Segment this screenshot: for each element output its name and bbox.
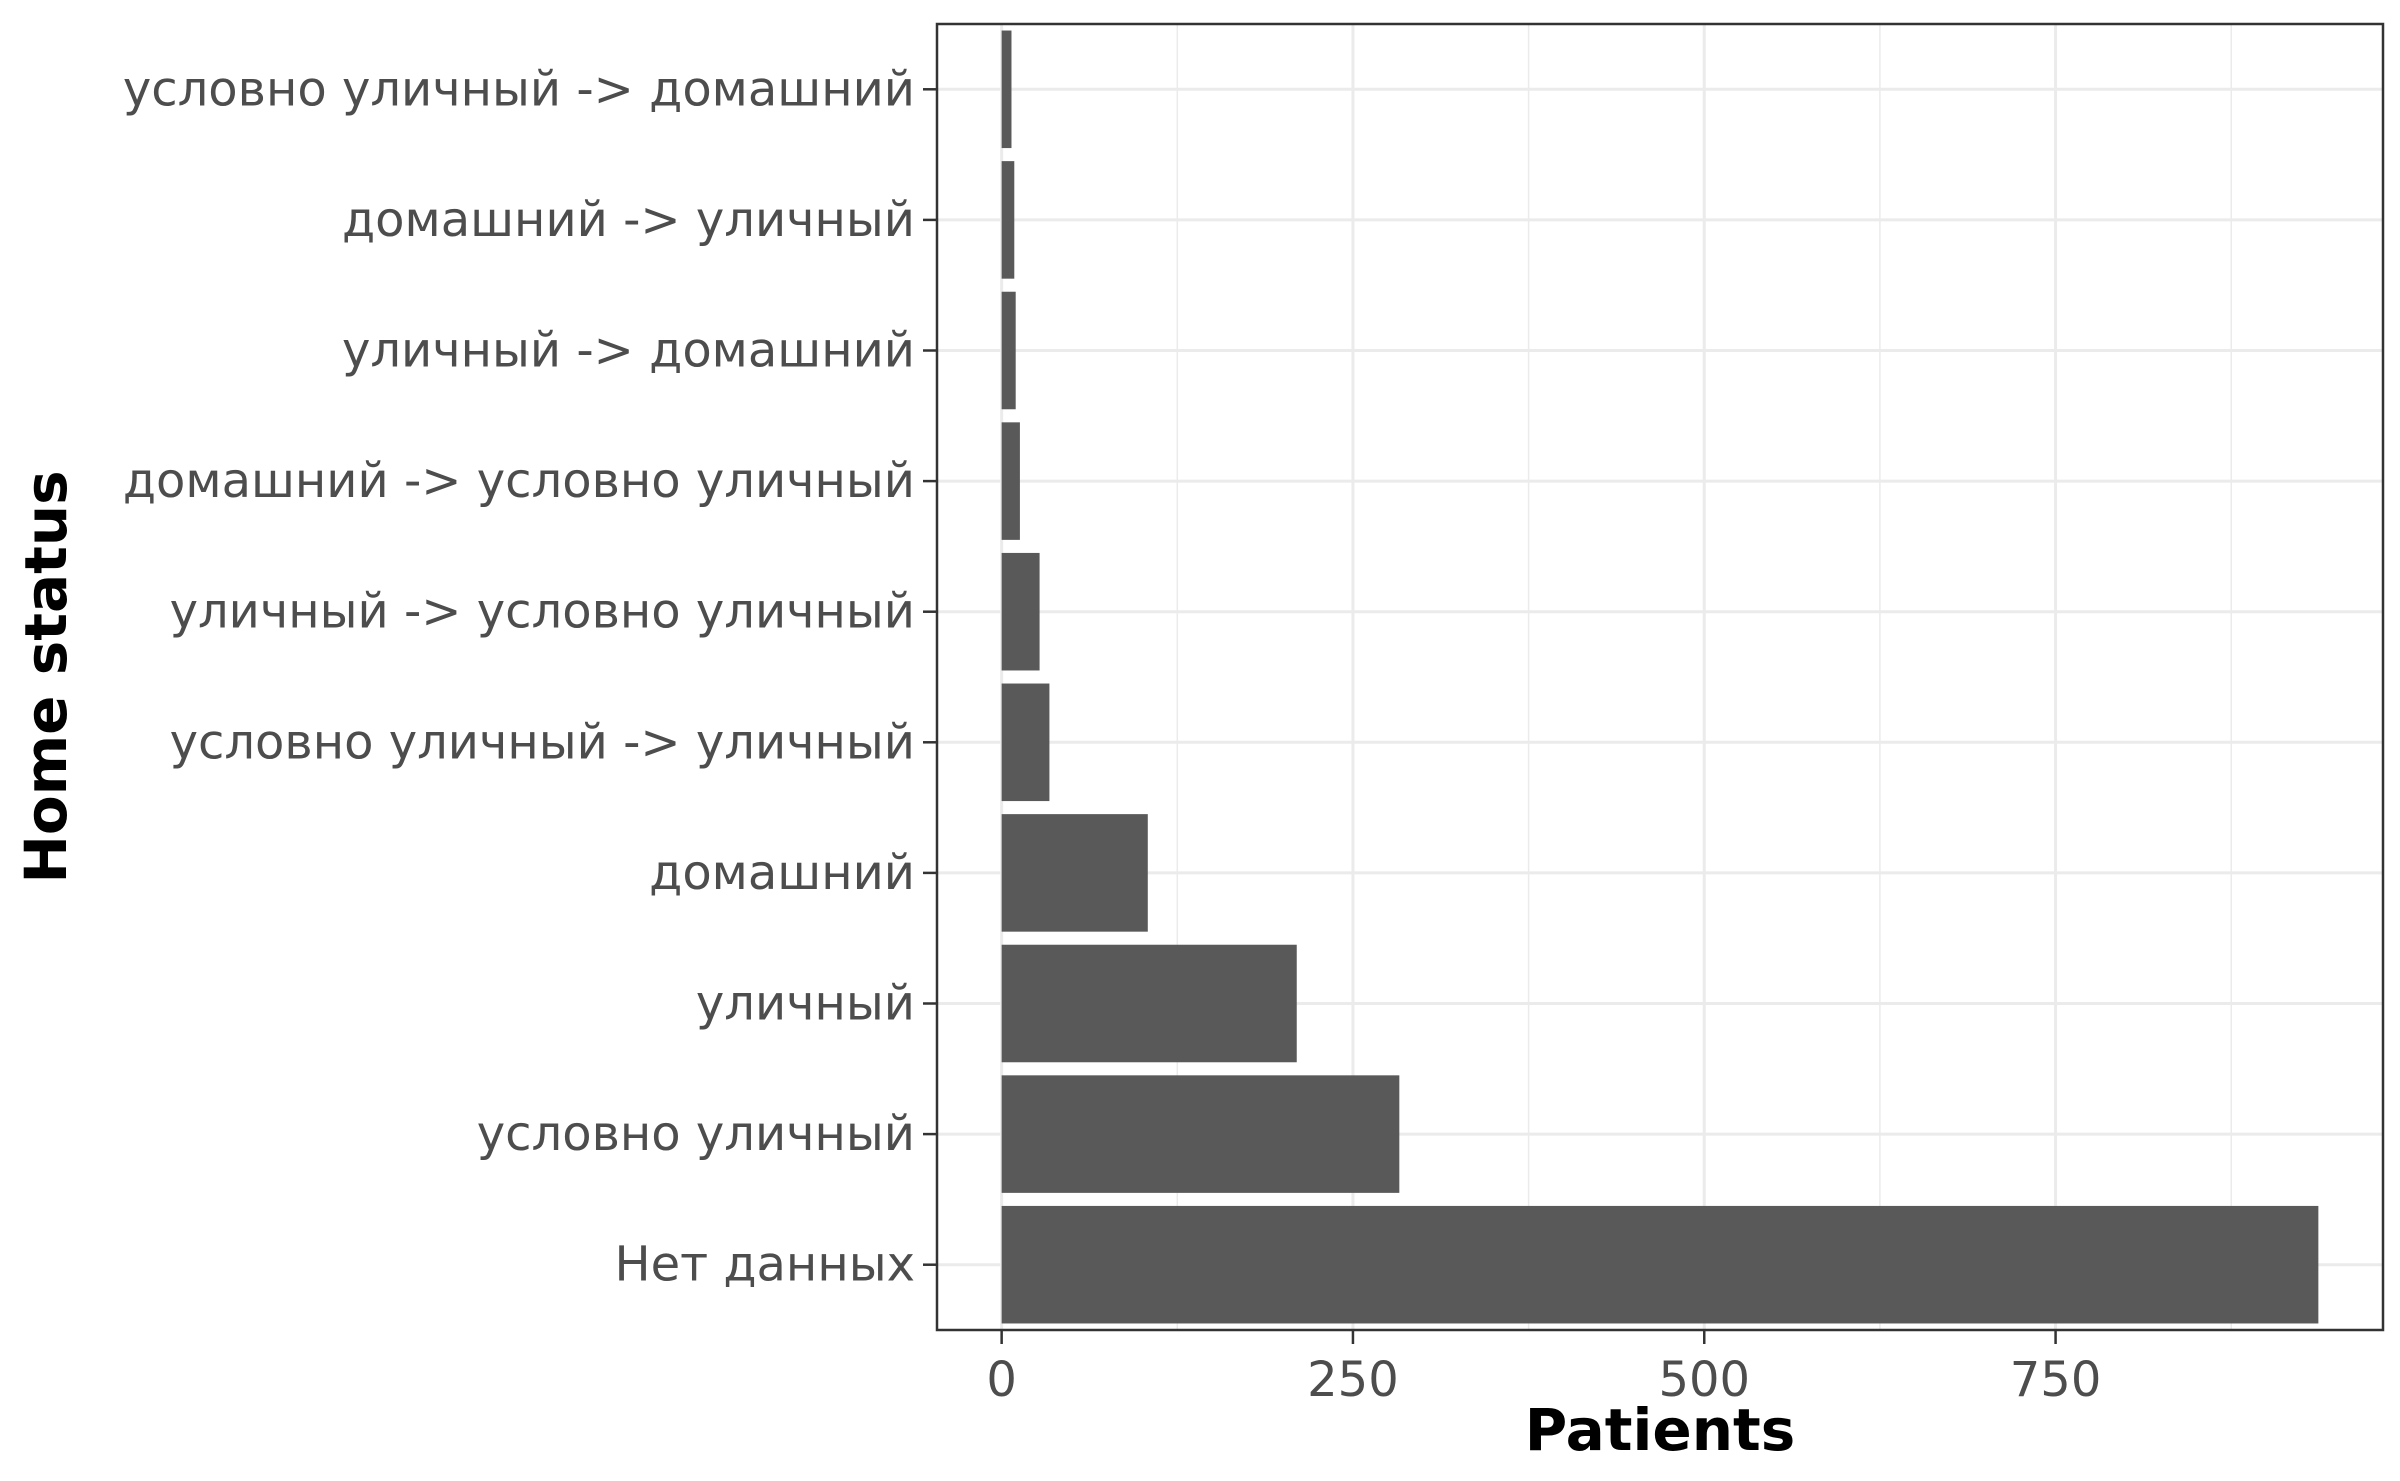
y-tick-label: уличный -> домашний [342, 323, 915, 379]
bar [1001, 30, 1012, 149]
tick-layer [923, 88, 2057, 1344]
x-axis-title: Patients [1525, 1396, 1796, 1464]
bar [1001, 814, 1148, 932]
label-layer: Нет данных условно уличный уличный домашний… [123, 61, 2102, 1408]
x-tick-label: 500 [1658, 1352, 1750, 1408]
x-tick-label: 750 [2010, 1352, 2102, 1408]
x-tick-label: 0 [986, 1352, 1017, 1408]
y-tick-label: условно уличный -> уличный [170, 714, 915, 770]
y-axis-title: Home status [12, 470, 80, 883]
y-tick-label: домашний -> условно уличный [123, 453, 915, 509]
x-tick-label: 250 [1307, 1352, 1399, 1408]
y-tick-label: уличный [696, 976, 915, 1032]
bar [1001, 683, 1050, 802]
y-tick-label: домашний [649, 845, 915, 901]
bar [1001, 422, 1020, 540]
bar [1001, 944, 1297, 1063]
y-tick-label: уличный -> условно уличный [170, 584, 915, 640]
bar [1001, 552, 1040, 671]
bar [1001, 1205, 2319, 1324]
bar [1001, 1075, 1400, 1193]
bar [1001, 161, 1015, 279]
y-tick-label: Нет данных [614, 1237, 915, 1293]
y-tick-label: условно уличный -> домашний [123, 61, 915, 117]
y-tick-label: домашний -> уличный [342, 192, 915, 248]
bar-layer [1001, 30, 2319, 1324]
y-tick-label: условно уличный [477, 1106, 915, 1162]
bar [1001, 291, 1016, 410]
panel-border [935, 22, 2385, 1332]
